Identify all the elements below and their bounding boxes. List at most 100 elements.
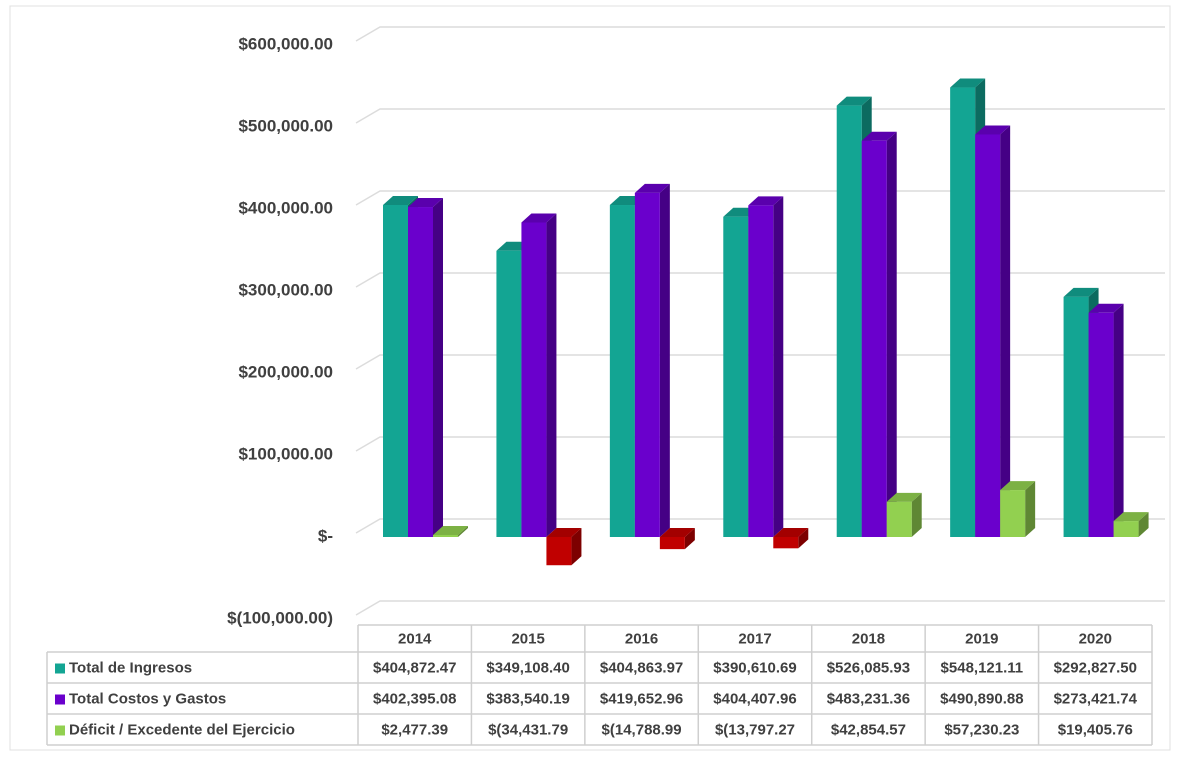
bar-top (861, 131, 897, 141)
bar (861, 140, 887, 537)
grid-line (355, 600, 1165, 616)
bar-side (886, 131, 897, 537)
bar (609, 205, 635, 538)
bar-top (836, 96, 872, 106)
bar-side (798, 528, 809, 549)
y-tick-label: $100,000.00 (238, 444, 333, 463)
bar-top (1113, 512, 1149, 522)
bar-side (1000, 125, 1011, 537)
bar-top (1063, 287, 1099, 297)
bar (1088, 312, 1114, 537)
bar-side (433, 198, 443, 537)
chart-border (9, 5, 1171, 751)
table-value: $383,540.19 (486, 690, 569, 707)
legend-label: Total Costos y Gastos (69, 690, 226, 707)
table-value: $548,121.11 (941, 659, 1024, 676)
bar (836, 105, 862, 538)
y-tick-label: $- (318, 526, 333, 545)
table-value: $526,085.93 (827, 659, 910, 676)
bar-top (433, 525, 468, 535)
bar-top (748, 196, 784, 206)
bar-top (1000, 481, 1036, 491)
table-value: $490,890.88 (940, 690, 1023, 707)
y-tick-label: $500,000.00 (238, 116, 333, 135)
bar (634, 192, 660, 537)
bar-side (571, 528, 582, 566)
bar-top (773, 528, 809, 537)
y-tick-label: $600,000.00 (238, 34, 333, 53)
grid-line (355, 272, 1165, 288)
bar-top (886, 492, 922, 502)
bar (408, 207, 433, 537)
table-value: $42,854.57 (831, 721, 906, 738)
bar-side (659, 183, 670, 537)
legend-key (55, 663, 65, 674)
x-tick-label: 2017 (738, 630, 771, 647)
y-tick-label: $300,000.00 (238, 280, 333, 299)
bar-top (521, 213, 557, 223)
table-value: $(13,797.27 (715, 721, 795, 738)
table-value: $292,827.50 (1054, 659, 1137, 676)
y-tick-label: $200,000.00 (238, 362, 333, 381)
x-tick-label: 2014 (398, 630, 432, 647)
table-value: $(34,431.79 (488, 721, 568, 738)
bar (521, 222, 547, 537)
table-value: $404,407.96 (713, 690, 796, 707)
bar (748, 205, 774, 537)
bar (723, 216, 749, 538)
bar-side (773, 196, 784, 537)
grid-line (355, 108, 1165, 124)
legend-key (55, 725, 65, 736)
grid-line (355, 190, 1165, 206)
table-value: $19,405.76 (1058, 721, 1133, 738)
table-value: $402,395.08 (373, 690, 456, 707)
bar (1063, 296, 1089, 537)
x-tick-label: 2020 (1079, 630, 1112, 647)
bar-side (1113, 303, 1124, 537)
bar (383, 205, 408, 537)
table-value: $390,610.69 (713, 659, 796, 676)
bar-top (383, 196, 418, 206)
bar (496, 250, 522, 537)
y-tick-label: $(100,000.00) (227, 608, 333, 627)
bar-side (684, 528, 695, 550)
legend-key (55, 694, 65, 705)
bar-top (659, 528, 695, 537)
grid-line (355, 354, 1165, 370)
bar-side (1138, 512, 1149, 537)
table-value: $404,872.47 (373, 659, 456, 676)
bar (433, 534, 458, 537)
bar-top (408, 198, 443, 208)
x-tick-label: 2015 (511, 630, 544, 647)
bar (975, 134, 1001, 537)
table-value: $273,421.74 (1054, 690, 1138, 707)
bar (773, 537, 799, 549)
bar-side (1025, 481, 1036, 537)
bar-side (911, 492, 922, 537)
bar (1113, 521, 1139, 537)
x-tick-label: 2016 (625, 630, 658, 647)
x-tick-label: 2018 (852, 630, 885, 647)
bar (886, 501, 912, 537)
legend-label: Déficit / Excedente del Ejercicio (69, 721, 295, 738)
bar (1000, 490, 1026, 537)
grid-line (355, 436, 1165, 452)
bar-top (975, 125, 1011, 135)
bar-top (634, 183, 670, 193)
table-value: $483,231.36 (827, 690, 910, 707)
table-value: $2,477.39 (381, 721, 448, 738)
legend-label: Total de Ingresos (69, 659, 192, 676)
table-value: $404,863.97 (600, 659, 683, 676)
table-value: $57,230.23 (944, 721, 1019, 738)
bar-side (546, 213, 557, 537)
bar (659, 537, 685, 550)
y-tick-label: $400,000.00 (238, 198, 333, 217)
grid-line (355, 26, 1165, 42)
table-value: $(14,788.99 (602, 721, 682, 738)
table-value: $419,652.96 (600, 690, 683, 707)
bar-side (458, 525, 468, 537)
table-value: $349,108.40 (486, 659, 569, 676)
x-tick-label: 2019 (965, 630, 998, 647)
bar (546, 537, 572, 566)
